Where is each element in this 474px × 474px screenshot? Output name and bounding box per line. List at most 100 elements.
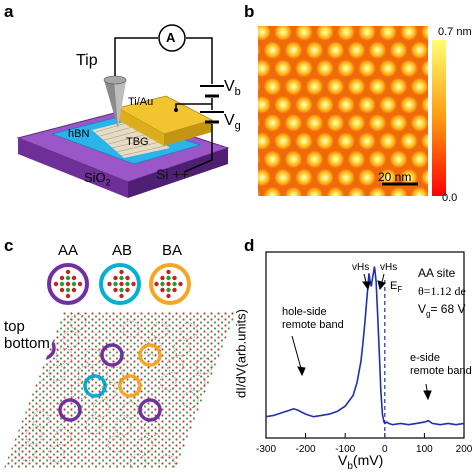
x-tick-label: 200 — [456, 444, 473, 455]
moire-spot — [410, 113, 428, 133]
moire-spot — [420, 168, 428, 187]
lattice-atom — [59, 275, 65, 281]
panel-a-letter: a — [4, 2, 14, 21]
moire-swirl — [77, 365, 95, 383]
moire-swirl — [180, 322, 198, 340]
moire-spot — [357, 58, 377, 78]
tip-label: Tip — [76, 52, 98, 69]
moire-spot — [284, 186, 303, 196]
moire-spot — [326, 40, 345, 60]
lattice-atom — [166, 275, 171, 281]
moire-spot — [347, 40, 366, 60]
top-layer-label: top — [4, 318, 25, 335]
e-side-note: e-side remote band — [410, 352, 472, 378]
moire-spot — [389, 40, 408, 60]
colorbar-min-label: 0.0 — [442, 192, 458, 204]
moire-spot — [420, 131, 428, 151]
vb-sub: b — [234, 86, 241, 99]
sio2-main: SiO — [84, 170, 106, 185]
moire-spot — [336, 26, 356, 42]
moire-spot — [315, 26, 335, 42]
moire-swirl — [188, 374, 206, 392]
moire-spot — [273, 58, 293, 78]
x-tick-label: 100 — [416, 444, 433, 455]
moire-swirl — [62, 330, 80, 348]
moire-spot — [347, 149, 366, 169]
moire-spot — [357, 26, 377, 42]
stm-topography-image — [258, 26, 428, 196]
stacking-circles — [47, 263, 191, 305]
moire-spot — [263, 77, 282, 97]
moire-swirl — [40, 312, 58, 330]
lattice-atom — [119, 269, 124, 275]
lattice-atom — [160, 281, 165, 287]
moire-site-ring — [100, 343, 124, 367]
moire-spot — [326, 149, 345, 169]
ef-sub: F — [397, 285, 403, 295]
moire-spot — [378, 95, 398, 115]
stacking-ab-label: AB — [112, 242, 133, 259]
moire-swirl — [173, 339, 191, 357]
lattice-atom — [178, 281, 183, 287]
moire-spot — [258, 43, 261, 58]
moire-spot — [410, 149, 428, 169]
moire-spot — [263, 40, 282, 60]
moire-spot — [315, 58, 335, 78]
moire-swirl — [196, 426, 214, 444]
moire-swirl — [210, 392, 228, 410]
colorbar-max-label: 0.7 nm — [438, 26, 472, 38]
xlabel-unit: (mV) — [352, 452, 384, 468]
moire-spot — [378, 131, 398, 151]
ammeter-label: A — [166, 30, 176, 45]
moire-spot — [399, 167, 419, 187]
lattice-atom — [113, 281, 118, 287]
lattice-atom — [125, 275, 130, 281]
chart-ylabel: dI/dV(arb.units) — [233, 309, 249, 398]
moire-site-ring — [118, 374, 142, 398]
lattice-atom — [59, 287, 65, 293]
panel-b-letter: b — [244, 2, 255, 21]
moire-spot — [336, 95, 356, 115]
moire-spot — [368, 40, 387, 60]
moire-spot — [389, 77, 408, 97]
lattice-atom — [65, 281, 71, 287]
moire-spot — [378, 58, 398, 78]
moire-spot — [315, 131, 335, 151]
moire-spot — [273, 95, 293, 115]
lattice-atom — [166, 281, 171, 287]
hbn-label: hBN — [68, 128, 90, 140]
moire-swirl — [11, 312, 29, 329]
moire-spot — [326, 113, 345, 133]
moire-spot — [294, 26, 314, 42]
moire-spot — [273, 26, 293, 42]
spectrum-line — [265, 266, 465, 426]
moire-site-ring — [83, 374, 107, 398]
chart-xlabel: Vb(mV) — [338, 452, 383, 472]
aa-circle — [47, 263, 89, 305]
moire-spot — [315, 95, 335, 115]
lattice-atom — [119, 287, 124, 293]
dIdV-spectrum-chart: -300 -200 -100 0 100 200 — [256, 251, 473, 455]
moire-site-ring — [138, 398, 162, 422]
lattice-atom — [71, 281, 77, 287]
moire-swirl — [84, 348, 102, 366]
moire-swirl — [18, 444, 36, 462]
panel-d-letter: d — [244, 236, 255, 255]
moire-spot — [258, 188, 261, 196]
moire-swirl — [136, 436, 154, 454]
panel-c-letter: c — [4, 236, 14, 255]
fermi-level-label: EF — [390, 280, 402, 294]
moire-swirl — [195, 357, 213, 375]
moire-spot — [399, 95, 419, 115]
moire-spot — [347, 77, 366, 97]
moire-spot — [263, 149, 282, 169]
vg-sub: g — [234, 120, 241, 133]
plot-frame — [265, 251, 465, 439]
bottom-layer-label: bottom — [4, 335, 50, 352]
moire-swirl — [32, 410, 50, 428]
moire-swirl — [151, 321, 169, 339]
moire-swirl — [158, 454, 176, 468]
moire-swirl — [166, 356, 184, 374]
moire-spot — [263, 113, 282, 133]
moire-swirl — [48, 364, 66, 382]
